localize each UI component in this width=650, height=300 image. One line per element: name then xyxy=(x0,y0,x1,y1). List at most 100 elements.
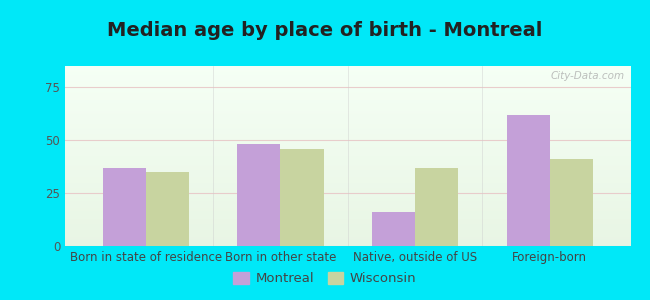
Bar xyxy=(65,216,630,217)
Bar xyxy=(65,94,630,95)
Bar xyxy=(65,92,630,93)
Bar xyxy=(65,115,630,116)
Bar xyxy=(65,122,630,123)
Bar xyxy=(65,212,630,213)
Bar xyxy=(65,234,630,235)
Bar xyxy=(65,67,630,68)
Bar xyxy=(65,72,630,73)
Bar xyxy=(65,97,630,98)
Bar xyxy=(65,126,630,127)
Bar xyxy=(65,95,630,96)
Bar xyxy=(65,194,630,195)
Bar xyxy=(65,227,630,228)
Bar xyxy=(65,158,630,159)
Bar xyxy=(65,99,630,100)
Bar xyxy=(65,233,630,234)
Bar xyxy=(65,242,630,243)
Bar xyxy=(65,131,630,132)
Bar xyxy=(65,199,630,200)
Bar xyxy=(65,178,630,179)
Bar xyxy=(372,212,415,246)
Bar xyxy=(65,90,630,91)
Bar xyxy=(65,68,630,69)
Bar xyxy=(65,188,630,189)
Bar xyxy=(65,137,630,138)
Bar xyxy=(65,154,630,155)
Bar xyxy=(65,206,630,207)
Bar xyxy=(65,75,630,76)
Bar xyxy=(65,156,630,157)
Bar xyxy=(65,118,630,119)
Bar xyxy=(65,121,630,122)
Bar xyxy=(65,110,630,111)
Bar xyxy=(65,76,630,77)
Bar xyxy=(65,145,630,146)
Bar xyxy=(65,102,630,103)
Bar xyxy=(65,133,630,134)
Bar xyxy=(65,236,630,237)
Bar xyxy=(65,80,630,81)
Bar xyxy=(65,139,630,140)
Bar xyxy=(65,166,630,167)
Bar xyxy=(65,214,630,215)
Bar xyxy=(65,203,630,204)
Bar xyxy=(65,113,630,114)
Bar xyxy=(65,225,630,226)
Bar xyxy=(65,103,630,104)
Bar xyxy=(65,187,630,188)
Bar xyxy=(65,128,630,129)
Bar xyxy=(65,155,630,156)
Bar xyxy=(65,100,630,101)
Bar xyxy=(65,157,630,158)
Bar xyxy=(280,148,324,246)
Bar xyxy=(506,115,550,246)
Bar xyxy=(65,111,630,112)
Bar xyxy=(65,164,630,165)
Bar xyxy=(65,89,630,90)
Bar xyxy=(65,165,630,166)
Bar xyxy=(65,169,630,170)
Bar xyxy=(65,109,630,110)
Bar xyxy=(65,81,630,82)
Bar xyxy=(65,143,630,144)
Bar xyxy=(65,200,630,201)
Bar xyxy=(65,160,630,161)
Bar xyxy=(146,172,189,246)
Bar xyxy=(65,86,630,87)
Bar xyxy=(65,191,630,192)
Bar xyxy=(65,196,630,197)
Bar xyxy=(65,124,630,125)
Bar xyxy=(65,221,630,222)
Legend: Montreal, Wisconsin: Montreal, Wisconsin xyxy=(228,266,422,290)
Bar xyxy=(65,204,630,205)
Bar xyxy=(65,219,630,220)
Bar xyxy=(65,232,630,233)
Bar xyxy=(65,182,630,183)
Bar xyxy=(65,132,630,133)
Bar xyxy=(65,96,630,97)
Bar xyxy=(65,119,630,120)
Bar xyxy=(65,183,630,184)
Bar xyxy=(65,98,630,99)
Bar xyxy=(65,240,630,241)
Bar xyxy=(65,220,630,221)
Bar xyxy=(65,223,630,224)
Bar xyxy=(65,153,630,154)
Bar xyxy=(65,211,630,212)
Bar xyxy=(65,73,630,74)
Text: City-Data.com: City-Data.com xyxy=(551,71,625,81)
Bar xyxy=(65,189,630,190)
Bar xyxy=(65,112,630,113)
Bar xyxy=(65,170,630,171)
Bar xyxy=(65,66,630,67)
Bar xyxy=(65,195,630,196)
Bar xyxy=(550,159,593,246)
Bar xyxy=(65,85,630,86)
Bar xyxy=(65,235,630,236)
Bar xyxy=(65,159,630,160)
Bar xyxy=(65,205,630,206)
Bar xyxy=(65,150,630,151)
Bar xyxy=(65,213,630,214)
Bar xyxy=(65,175,630,176)
Bar xyxy=(65,88,630,89)
